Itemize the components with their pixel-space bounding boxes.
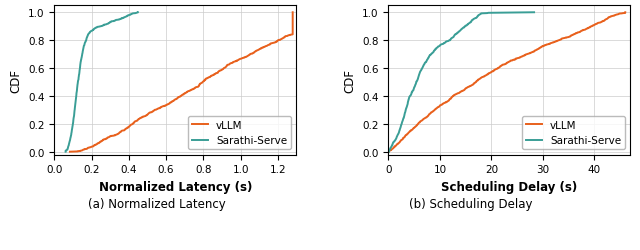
Sarathi-Serve: [78, 55, 86, 58]
Sarathi-Serve: [385, 150, 393, 154]
vLLM: [450, 94, 458, 98]
Line: Sarathi-Serve: Sarathi-Serve: [389, 13, 534, 152]
vLLM: [104, 136, 112, 140]
Sarathi-Serve: [72, 94, 80, 98]
vLLM: [460, 90, 467, 92]
X-axis label: Normalized Latency (s): Normalized Latency (s): [99, 180, 252, 193]
vLLM: [66, 150, 74, 154]
vLLM: [385, 150, 393, 154]
Text: (a) Normalized Latency: (a) Normalized Latency: [88, 197, 226, 210]
Legend: vLLM, Sarathi-Serve: vLLM, Sarathi-Serve: [522, 116, 625, 150]
Legend: vLLM, Sarathi-Serve: vLLM, Sarathi-Serve: [188, 116, 291, 150]
Sarathi-Serve: [134, 12, 142, 15]
Sarathi-Serve: [81, 42, 88, 45]
vLLM: [187, 90, 195, 92]
Sarathi-Serve: [426, 55, 433, 58]
Line: Sarathi-Serve: Sarathi-Serve: [65, 13, 138, 152]
vLLM: [621, 12, 629, 15]
Sarathi-Serve: [67, 136, 74, 140]
vLLM: [519, 55, 527, 58]
X-axis label: Scheduling Delay (s): Scheduling Delay (s): [441, 180, 577, 193]
Sarathi-Serve: [440, 42, 448, 45]
Sarathi-Serve: [83, 40, 90, 43]
vLLM: [269, 42, 276, 45]
vLLM: [548, 42, 556, 45]
vLLM: [275, 40, 282, 43]
Sarathi-Serve: [73, 90, 81, 92]
Sarathi-Serve: [61, 150, 69, 154]
vLLM: [554, 40, 562, 43]
Sarathi-Serve: [410, 90, 417, 92]
Y-axis label: CDF: CDF: [344, 69, 356, 92]
vLLM: [178, 94, 186, 98]
Sarathi-Serve: [393, 136, 401, 140]
Line: vLLM: vLLM: [70, 13, 292, 152]
Line: vLLM: vLLM: [389, 13, 625, 152]
vLLM: [400, 136, 408, 140]
Sarathi-Serve: [445, 40, 452, 43]
vLLM: [244, 55, 252, 58]
Sarathi-Serve: [531, 12, 538, 15]
vLLM: [289, 12, 296, 15]
Sarathi-Serve: [407, 94, 415, 98]
Text: (b) Scheduling Delay: (b) Scheduling Delay: [409, 197, 532, 210]
Y-axis label: CDF: CDF: [10, 69, 22, 92]
